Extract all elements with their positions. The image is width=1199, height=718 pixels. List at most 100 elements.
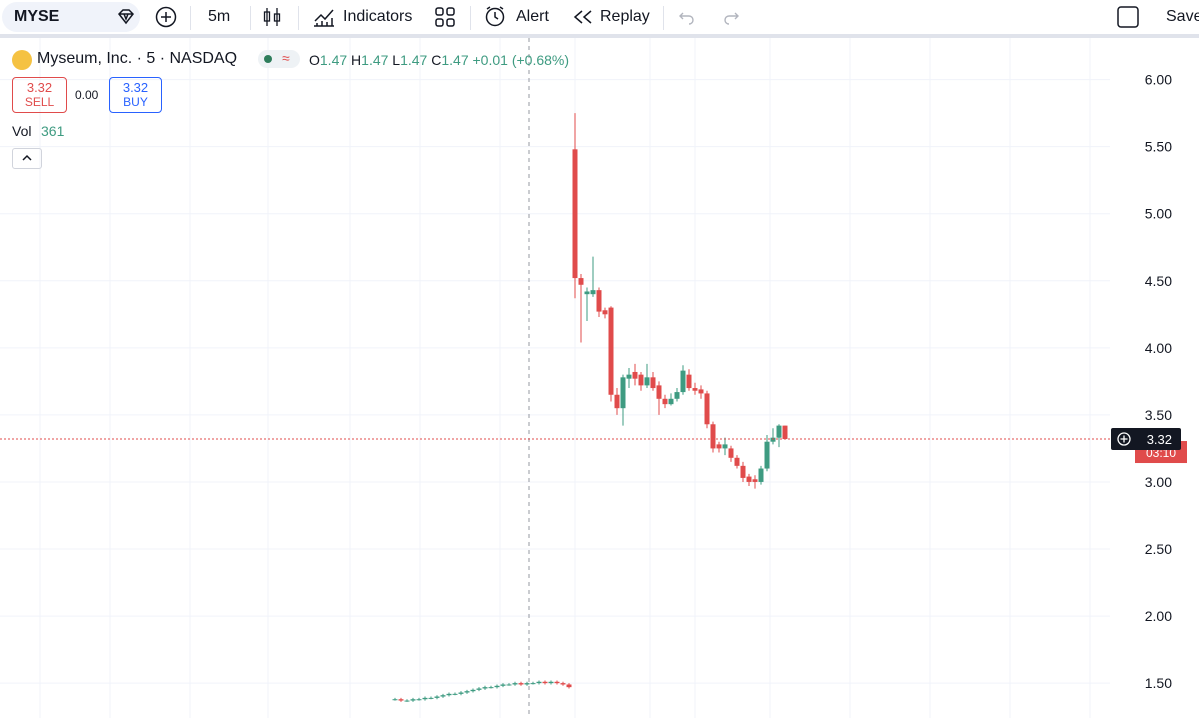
c-label: C	[431, 52, 442, 68]
candle-body	[572, 149, 578, 279]
candle-body	[524, 683, 530, 685]
candle-body	[620, 377, 626, 409]
candle-body	[776, 425, 782, 438]
l-value: 1.47	[400, 52, 428, 68]
symbol-search[interactable]	[2, 2, 140, 32]
candle-body	[488, 687, 494, 689]
candle-body	[590, 290, 596, 295]
candle-body	[728, 448, 734, 458]
collapse-legend[interactable]	[12, 148, 42, 169]
change: +0.01 (+0.68%)	[472, 52, 570, 68]
candle-body	[470, 689, 476, 692]
candle-body	[398, 699, 404, 701]
candle-body	[680, 370, 686, 393]
sell-button[interactable]: 3.32 SELL	[12, 77, 67, 113]
y-tick-label: 4.50	[1145, 273, 1172, 289]
candle-body	[782, 425, 788, 440]
h-value: 1.47	[361, 52, 389, 68]
candle-body	[446, 693, 452, 696]
sell-price: 3.32	[26, 80, 53, 95]
candle-body	[602, 310, 608, 315]
alert-icon[interactable]	[484, 5, 508, 29]
candle-body	[584, 291, 590, 295]
candle-body	[434, 696, 440, 698]
volume-label: Vol	[12, 123, 32, 139]
candle-body	[650, 377, 656, 389]
add-alert-plus	[1120, 435, 1128, 443]
c-value: 1.47	[441, 52, 469, 68]
candle-body	[554, 681, 560, 684]
y-tick-label: 5.50	[1145, 139, 1172, 155]
candle-body	[686, 374, 692, 389]
candle-body	[506, 684, 512, 686]
chart: 1.50 2.00 2.50 3.00 3.50 4.00 4.50 5.00 5.50 6.00…	[0, 38, 1187, 718]
y-tick-label: 2.50	[1145, 541, 1172, 557]
candle-body	[548, 681, 554, 684]
candle-body	[632, 371, 638, 379]
candle-body	[626, 374, 632, 379]
candle-body	[716, 444, 722, 449]
candle-body	[710, 424, 716, 449]
candle-body	[428, 697, 434, 699]
candle-body	[638, 374, 644, 386]
layouts-icon[interactable]	[434, 6, 456, 28]
y-tick-label: 3.00	[1145, 474, 1172, 490]
candle-body	[674, 392, 680, 399]
o-value: 1.47	[319, 52, 348, 68]
candle-body	[476, 688, 482, 690]
candle-body	[608, 307, 614, 395]
interval[interactable]: 5m	[208, 8, 231, 25]
sell-label: SELL	[24, 95, 55, 109]
symbol-title: Myseum, Inc. · 5 · NASDAQ	[37, 50, 238, 67]
candle-body	[668, 398, 674, 405]
indicators[interactable]: Indicators	[343, 8, 413, 25]
candle-body	[770, 437, 776, 442]
undo-redo[interactable]	[678, 9, 748, 25]
replay-icon[interactable]	[572, 9, 594, 25]
o-label: O	[309, 52, 320, 68]
add-alert-icon	[1117, 432, 1131, 446]
volume-value: 361	[41, 123, 65, 139]
buy-button[interactable]: 3.32 BUY	[109, 77, 162, 113]
candle-body	[644, 377, 650, 386]
candle-body	[458, 692, 464, 694]
candle-body	[452, 693, 458, 695]
indicators-icon[interactable]	[312, 6, 336, 28]
candle-body	[692, 388, 698, 391]
y-tick-label: 6.00	[1145, 72, 1172, 88]
separator	[470, 6, 471, 30]
candle-body	[422, 697, 428, 700]
separator	[298, 6, 299, 30]
separator	[190, 6, 191, 30]
replay[interactable]: Replay	[600, 8, 650, 25]
buy-label: BUY	[123, 95, 148, 109]
candle-body	[464, 691, 470, 693]
alert[interactable]: Alert	[516, 8, 549, 25]
market-status[interactable]: ≈	[258, 50, 300, 68]
candle-body	[764, 441, 770, 469]
last-price-badge	[1111, 428, 1181, 451]
candle-body	[416, 699, 422, 701]
diamond-icon[interactable]	[116, 8, 136, 26]
add-symbol[interactable]	[155, 6, 177, 28]
symbol[interactable]: MYSE	[14, 8, 60, 25]
y-tick-label: 3.50	[1145, 407, 1172, 423]
chart-type[interactable]	[262, 6, 282, 28]
candle-body	[542, 681, 548, 684]
candle-body	[392, 699, 398, 701]
buy-price: 3.32	[122, 80, 149, 95]
candle-body	[752, 479, 758, 482]
candle-body	[698, 389, 704, 394]
symbol-logo	[12, 50, 32, 70]
last-price-label: 3.32	[1147, 432, 1172, 447]
separator	[663, 6, 664, 30]
fullscreen[interactable]	[1117, 6, 1139, 28]
candle-body	[578, 278, 584, 285]
candle-body	[482, 687, 488, 689]
candle-body	[656, 385, 662, 399]
candle-body	[734, 457, 740, 466]
save[interactable]: Save	[1166, 8, 1199, 25]
candle-body	[440, 695, 446, 697]
candle-body	[536, 681, 542, 684]
